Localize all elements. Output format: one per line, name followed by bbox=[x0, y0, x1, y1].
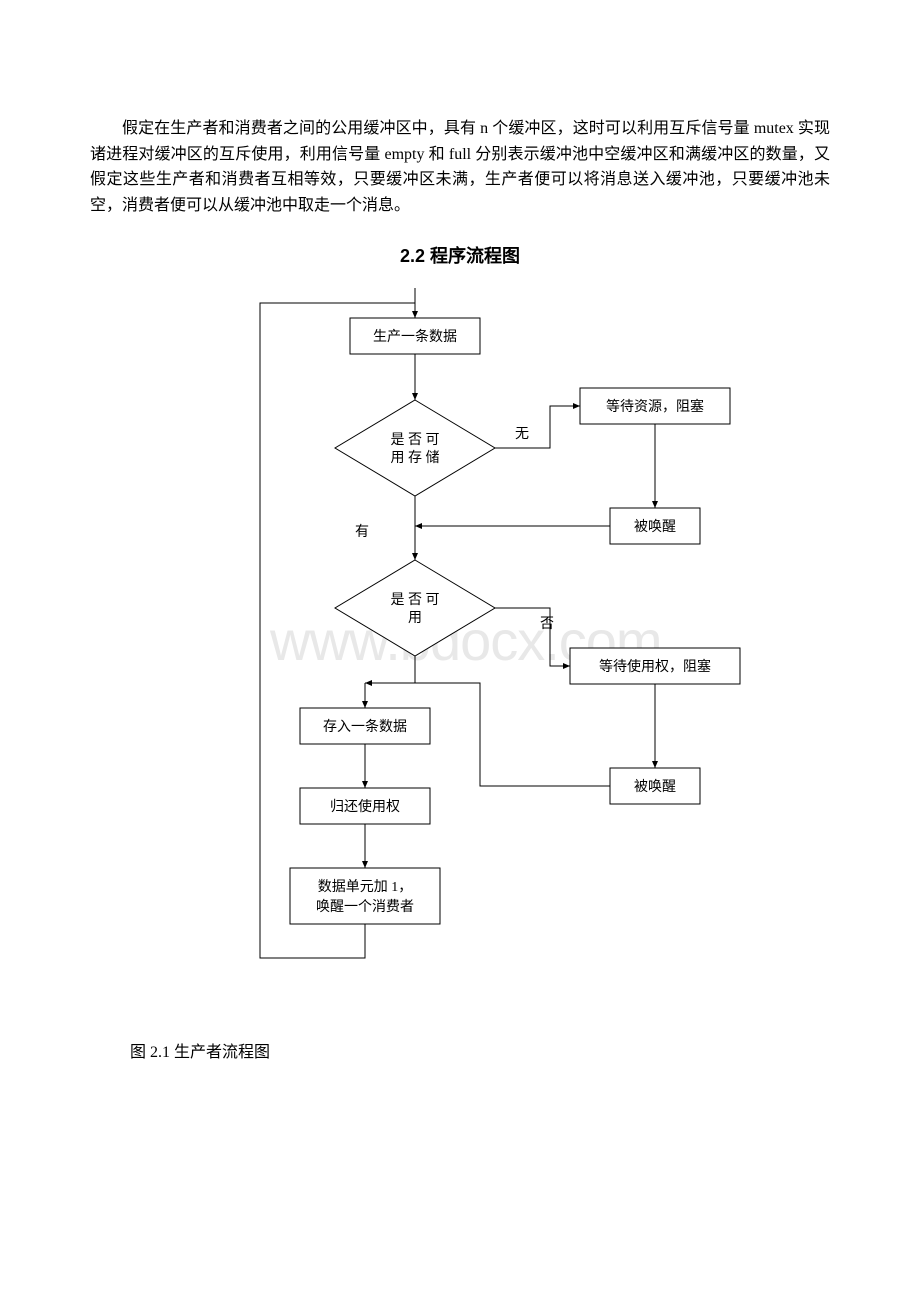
section-title: 2.2 程序流程图 bbox=[90, 242, 830, 268]
edge-label-no: 否 bbox=[540, 617, 554, 632]
node-return-label: 归还使用权 bbox=[330, 798, 400, 815]
flowchart-svg: 生产一条数据 是 否 可 用 存 储 无 等待资源，阻塞 被唤醒 有 bbox=[160, 288, 760, 1008]
node-wait2-label: 等待使用权，阻塞 bbox=[599, 658, 711, 675]
node-decision1-label2: 用 存 储 bbox=[391, 450, 440, 466]
node-increment-label2: 唤醒一个消费者 bbox=[316, 898, 414, 915]
edge-label-none: 无 bbox=[515, 427, 529, 442]
figure-caption: 图 2.1 生产者流程图 bbox=[130, 1038, 830, 1062]
edge-label-yes: 有 bbox=[355, 524, 369, 540]
node-decision2 bbox=[335, 560, 495, 656]
intro-paragraph: 假定在生产者和消费者之间的公用缓冲区中，具有 n 个缓冲区，这时可以利用互斥信号… bbox=[90, 116, 830, 218]
node-decision1-label1: 是 否 可 bbox=[391, 433, 440, 448]
node-increment bbox=[290, 868, 440, 924]
node-wakeup1-label: 被唤醒 bbox=[634, 518, 676, 535]
node-produce-label: 生产一条数据 bbox=[373, 328, 457, 345]
node-store-label: 存入一条数据 bbox=[323, 718, 407, 735]
node-wakeup2-label: 被唤醒 bbox=[634, 778, 676, 795]
node-decision1 bbox=[335, 400, 495, 496]
node-decision2-label1: 是 否 可 bbox=[391, 593, 440, 608]
node-increment-label1: 数据单元加 1， bbox=[318, 879, 413, 895]
node-decision2-label2: 用 bbox=[408, 611, 422, 626]
node-wait1-label: 等待资源，阻塞 bbox=[606, 398, 704, 415]
flowchart-container: www.bdocx.com 生产一条数据 是 否 可 用 存 储 无 bbox=[160, 288, 760, 1008]
document-page: 假定在生产者和消费者之间的公用缓冲区中，具有 n 个缓冲区，这时可以利用互斥信号… bbox=[0, 0, 920, 1122]
